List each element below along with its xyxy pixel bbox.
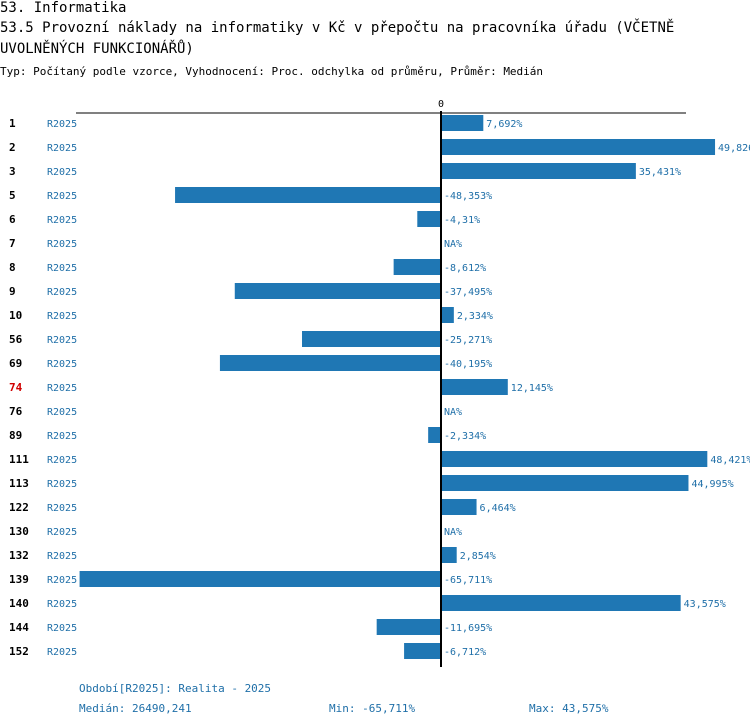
row-id-label: 1: [9, 117, 16, 130]
data-bar: [393, 259, 441, 275]
row-id-label: 122: [9, 501, 29, 514]
data-bar: [417, 211, 441, 227]
row-id-label: 152: [9, 645, 29, 658]
row-id-label: 74: [9, 381, 23, 394]
data-value-label: 49,826%: [718, 143, 750, 154]
data-bar: [302, 331, 441, 347]
data-value-label: 2,854%: [460, 551, 496, 562]
footer-max: Max: 43,575%: [529, 702, 609, 715]
data-value-label: 12,145%: [511, 383, 553, 394]
chart-title-line-2: UVOLNĚNÝCH FUNKCIONÁŘŮ): [0, 41, 194, 57]
data-value-label: 48,421%: [710, 455, 750, 466]
data-bar: [441, 307, 454, 323]
data-value-label: -25,271%: [444, 335, 492, 346]
row-period-label: R2025: [47, 455, 77, 466]
data-bar: [441, 475, 689, 491]
row-id-label: 5: [9, 189, 16, 202]
data-bar: [441, 547, 457, 563]
data-bar: [441, 379, 508, 395]
row-period-label: R2025: [47, 551, 77, 562]
row-id-label: 130: [9, 525, 29, 538]
data-bar: [376, 619, 441, 635]
data-bar: [428, 427, 441, 443]
row-id-label: 2: [9, 141, 16, 154]
row-id-label: 113: [9, 477, 29, 490]
row-period-label: R2025: [47, 287, 77, 298]
footer-median: Medián: 26490,241: [79, 702, 192, 715]
row-id-label: 76: [9, 405, 23, 418]
data-value-label: -8,612%: [444, 263, 486, 274]
data-bar: [79, 571, 441, 587]
row-period-label: R2025: [47, 647, 77, 658]
data-value-label: -2,334%: [444, 431, 486, 442]
chart-section-title: 53. Informatika: [0, 0, 127, 16]
footer-period: Období[R2025]: Realita - 2025: [79, 682, 272, 695]
footer-min: Min: -65,711%: [329, 702, 416, 715]
data-value-label: -11,695%: [444, 623, 492, 634]
row-id-label: 140: [9, 597, 29, 610]
row-id-label: 10: [9, 309, 22, 322]
data-value-label: -4,31%: [444, 215, 480, 226]
row-period-label: R2025: [47, 503, 77, 514]
row-id-label: 132: [9, 549, 29, 562]
row-id-label: 89: [9, 429, 22, 442]
data-value-label: 7,692%: [486, 119, 522, 130]
data-bar: [441, 115, 484, 131]
data-value-label: -40,195%: [444, 359, 492, 370]
data-bar: [441, 499, 477, 515]
row-id-label: 8: [9, 261, 16, 274]
row-id-label: 56: [9, 333, 23, 346]
data-bar: [234, 283, 441, 299]
row-period-label: R2025: [47, 311, 77, 322]
data-bar: [219, 355, 441, 371]
row-period-label: R2025: [47, 479, 77, 490]
row-id-label: 6: [9, 213, 16, 226]
data-value-label: -65,711%: [444, 575, 492, 586]
data-value-label: 2,334%: [457, 311, 493, 322]
row-period-label: R2025: [47, 143, 77, 154]
data-bar: [404, 643, 441, 659]
data-value-label: 35,431%: [639, 167, 681, 178]
row-period-label: R2025: [47, 335, 77, 346]
row-id-label: 7: [9, 237, 16, 250]
chart-subtitle: Typ: Počítaný podle vzorce, Vyhodnocení:…: [0, 65, 544, 78]
row-id-label: 139: [9, 573, 29, 586]
row-period-label: R2025: [47, 191, 77, 202]
data-bar: [175, 187, 441, 203]
row-id-label: 69: [9, 357, 22, 370]
data-value-label: 43,575%: [684, 599, 726, 610]
data-bar: [441, 451, 708, 467]
row-period-label: R2025: [47, 167, 77, 178]
row-id-label: 111: [9, 453, 29, 466]
data-value-label: NA%: [444, 239, 462, 250]
data-value-label: -37,495%: [444, 287, 492, 298]
row-period-label: R2025: [47, 359, 77, 370]
data-bar: [441, 163, 636, 179]
row-period-label: R2025: [47, 263, 77, 274]
data-value-label: -48,353%: [444, 191, 492, 202]
row-id-label: 9: [9, 285, 16, 298]
row-period-label: R2025: [47, 239, 77, 250]
row-id-label: 3: [9, 165, 16, 178]
row-period-label: R2025: [47, 431, 77, 442]
row-period-label: R2025: [47, 383, 77, 394]
data-value-label: -6,712%: [444, 647, 486, 658]
row-period-label: R2025: [47, 407, 77, 418]
data-value-label: NA%: [444, 527, 462, 538]
row-period-label: R2025: [47, 215, 77, 226]
row-period-label: R2025: [47, 575, 77, 586]
chart-title-line-1: 53.5 Provozní náklady na informatiky v K…: [0, 20, 675, 36]
row-period-label: R2025: [47, 623, 77, 634]
row-period-label: R2025: [47, 119, 77, 130]
row-period-label: R2025: [47, 527, 77, 538]
data-value-label: 44,995%: [691, 479, 733, 490]
data-bar: [441, 595, 681, 611]
data-value-label: 6,464%: [480, 503, 516, 514]
row-id-label: 144: [9, 621, 29, 634]
data-bar: [441, 139, 716, 155]
row-period-label: R2025: [47, 599, 77, 610]
data-value-label: NA%: [444, 407, 462, 418]
zero-tick-label: 0: [438, 99, 444, 110]
